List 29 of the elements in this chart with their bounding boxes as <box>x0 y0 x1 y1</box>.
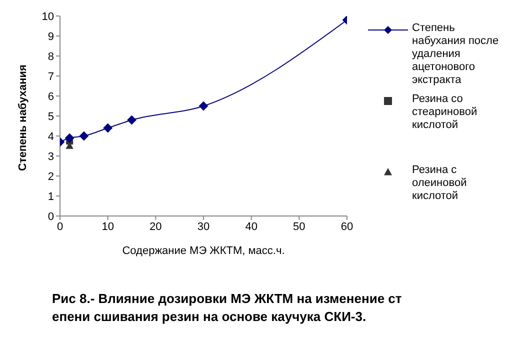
x-tick-label: 20 <box>150 220 162 233</box>
legend-label: Степень набухания после удаления ацетонового экстракта <box>412 22 500 87</box>
y-tick-label: 4 <box>48 130 54 143</box>
legend-label: Резина с олеиновой кислотой <box>412 164 468 203</box>
y-tick-label: 1 <box>48 190 54 203</box>
y-tick-label: 3 <box>48 150 54 163</box>
y-tick-label: 5 <box>48 110 54 123</box>
x-tick-label: 40 <box>245 220 258 233</box>
point <box>79 132 88 140</box>
x-axis-title: Содержание МЭ ЖКТМ, масс.ч. <box>122 244 285 257</box>
legend-label: Резина со стеариновой кислотой <box>412 93 478 132</box>
x-tick-label: 60 <box>340 220 354 233</box>
y-axis-title: Степень набухания <box>16 64 29 171</box>
point <box>199 102 208 110</box>
x-tick-label: 30 <box>197 220 210 233</box>
y-tick-label: 0 <box>48 210 54 223</box>
y-tick-label: 10 <box>42 10 54 23</box>
x-tick-label: 0 <box>56 220 64 233</box>
y-tick-label: 8 <box>48 50 54 63</box>
x-tick-label: 10 <box>102 220 114 233</box>
point <box>65 134 74 142</box>
y-tick-label: 7 <box>48 70 54 83</box>
text: Рис 8.- Влияние дозировки МЭ ЖКТМ на изменение ст епени сшивания резин на основе каучука СКИ-3. <box>52 290 403 326</box>
point <box>127 116 136 124</box>
y-tick-label: 9 <box>48 30 54 43</box>
y-tick-label: 6 <box>48 90 54 103</box>
y-tick-label: 2 <box>48 170 54 183</box>
point <box>103 124 112 132</box>
x-tick-label: 50 <box>293 220 306 233</box>
